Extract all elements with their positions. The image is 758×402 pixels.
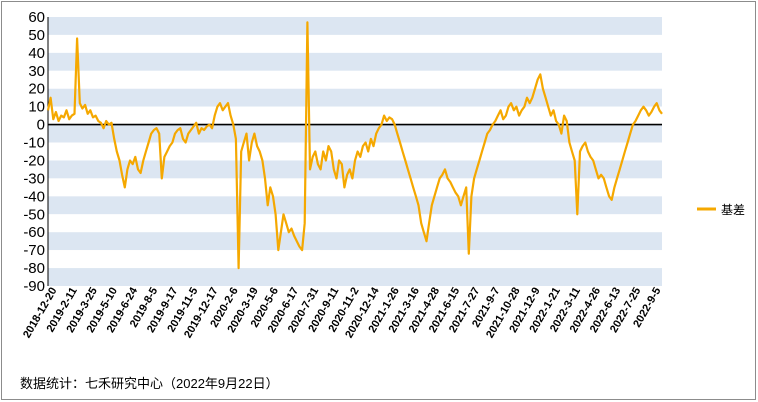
plot-band bbox=[48, 160, 662, 179]
plot-band bbox=[48, 232, 662, 251]
plot-band bbox=[48, 196, 662, 215]
plot-band bbox=[48, 106, 662, 125]
series-line-basis bbox=[46, 21, 663, 270]
plot-band bbox=[48, 17, 662, 35]
x-axis-tick-labels: 2018-12-202019-2-112019-3-252019-5-10201… bbox=[21, 285, 664, 340]
plot-band bbox=[48, 178, 662, 197]
y-tick-label: -90 bbox=[23, 278, 45, 295]
y-tick-label: -60 bbox=[23, 224, 45, 241]
plot-band bbox=[48, 250, 662, 269]
plot-band bbox=[48, 214, 662, 233]
legend: 基差 bbox=[697, 203, 745, 217]
y-tick-label: -80 bbox=[23, 260, 45, 277]
y-tick-label: 60 bbox=[28, 9, 45, 26]
y-tick-label: 10 bbox=[28, 99, 45, 116]
plot-band bbox=[48, 142, 662, 161]
plot-band bbox=[48, 88, 662, 107]
y-tick-label: -20 bbox=[23, 152, 45, 169]
y-tick-label: -10 bbox=[23, 135, 45, 152]
legend-label: 基差 bbox=[721, 203, 745, 217]
y-tick-label: 40 bbox=[28, 45, 45, 62]
plot-band bbox=[48, 52, 662, 71]
y-tick-label: 50 bbox=[28, 27, 45, 44]
plot-band bbox=[48, 268, 662, 286]
y-tick-label: -40 bbox=[23, 188, 45, 205]
source-note: 数据统计：七禾研究中心（2022年9月22日） bbox=[20, 376, 279, 391]
y-tick-label: 20 bbox=[28, 81, 45, 98]
plot-band bbox=[48, 34, 662, 53]
plot-band bbox=[48, 70, 662, 89]
series-lines bbox=[46, 21, 663, 270]
y-tick-label: 30 bbox=[28, 63, 45, 80]
y-tick-label: -70 bbox=[23, 242, 45, 259]
plot-background-bands bbox=[48, 17, 662, 286]
y-tick-label: -50 bbox=[23, 206, 45, 223]
y-tick-label: 0 bbox=[37, 117, 45, 134]
y-tick-label: -30 bbox=[23, 170, 45, 187]
